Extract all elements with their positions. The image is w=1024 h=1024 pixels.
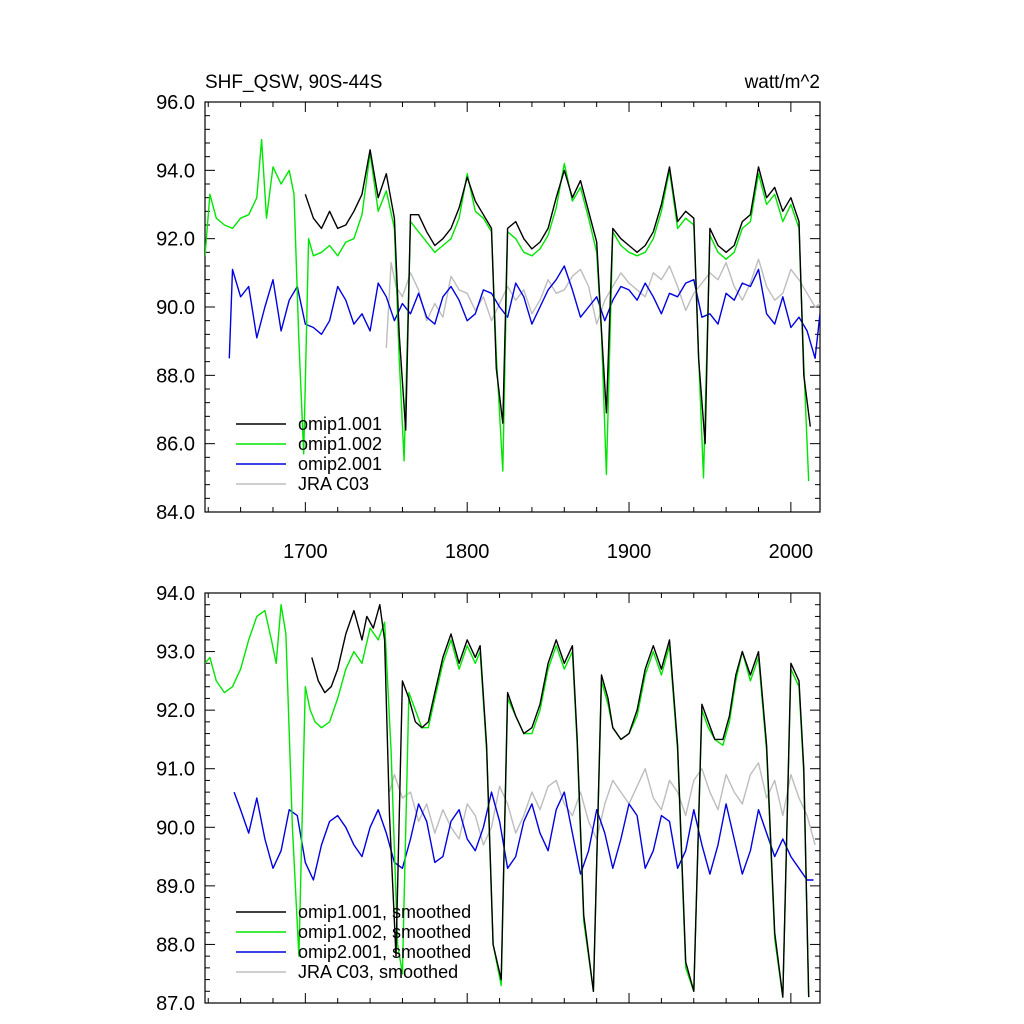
- series-line-omip1-001: [304, 149, 811, 445]
- y-tick-label: 94.0: [156, 583, 195, 605]
- x-tick-label: 1700: [283, 541, 328, 563]
- y-tick-label: 88.0: [156, 365, 195, 387]
- legend-label: JRA C03, smoothed: [298, 962, 458, 982]
- legend-label: omip1.001: [298, 414, 382, 434]
- legend-label: omip1.002: [298, 434, 382, 454]
- y-tick-label: 86.0: [156, 434, 195, 456]
- units-label: watt/m^2: [744, 72, 820, 93]
- y-tick-label: 90.0: [156, 817, 195, 839]
- legend-label: omip2.001: [298, 454, 382, 474]
- plot-frame: [204, 592, 821, 1004]
- bottom-panel: 87.0 88.0 89.0 90.0 91.0 92.0 93.0 94.0 omip1.00…: [156, 583, 821, 1015]
- y-tick-label: 91.0: [156, 759, 195, 781]
- y-tick-label: 92.0: [156, 229, 195, 251]
- series-line-omip2-001-smoothed: [233, 791, 814, 881]
- legend-label: omip2.001, smoothed: [298, 942, 471, 962]
- chart-title: SHF_QSW, 90S-44S: [205, 72, 382, 93]
- y-tick-label: 89.0: [156, 876, 195, 898]
- series-line-omip2-001: [228, 265, 820, 359]
- y-tick-label: 93.0: [156, 642, 195, 664]
- y-tick-label: 88.0: [156, 934, 195, 956]
- x-tick-label: 1800: [445, 541, 490, 563]
- y-tick-label: 84.0: [156, 502, 195, 524]
- y-tick-label: 92.0: [156, 700, 195, 722]
- series-line-jra-c03-smoothed: [388, 762, 816, 846]
- x-tick-label: 1900: [607, 541, 652, 563]
- top-panel: 84.0 86.0 88.0 90.0 92.0 94.0 96.0 1700 1800 1900…: [156, 92, 821, 563]
- series-line-jra-c03: [385, 258, 820, 349]
- series-line-omip1-001-smoothed: [311, 604, 810, 998]
- series-line-omip1-002: [205, 138, 810, 482]
- legend-label: omip1.001, smoothed: [298, 902, 471, 922]
- y-tick-label: 90.0: [156, 297, 195, 319]
- legend-label: JRA C03: [298, 474, 369, 494]
- legend-label: omip1.002, smoothed: [298, 922, 471, 942]
- y-tick-label: 96.0: [156, 92, 195, 114]
- y-tick-label: 87.0: [156, 993, 195, 1015]
- x-tick-label: 2000: [769, 541, 814, 563]
- y-tick-label: 94.0: [156, 160, 195, 182]
